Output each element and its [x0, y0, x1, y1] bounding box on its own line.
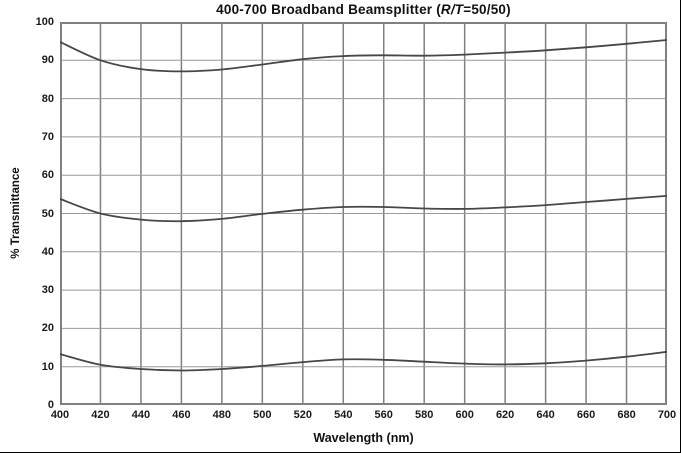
- x-tick-label: 540: [334, 409, 353, 421]
- chart-title: 400-700 Broadband Beamsplitter (R/T=50/5…: [60, 2, 667, 17]
- chart-title-suffix: =50/50): [463, 2, 511, 17]
- x-tick-label: 400: [50, 409, 70, 421]
- x-tick-label: 620: [495, 409, 515, 421]
- plot-area: [60, 22, 667, 405]
- chart-title-prefix: 400-700 Broadband Beamsplitter (: [216, 2, 441, 17]
- lower-curve: [60, 350, 667, 372]
- x-tick-label: 700: [657, 409, 677, 421]
- x-tick-label: 640: [536, 409, 555, 421]
- x-tick-label: 420: [91, 409, 110, 421]
- x-axis-title: Wavelength (nm): [313, 431, 414, 445]
- y-tick-label: 80: [41, 92, 54, 105]
- y-tick-label: 0: [47, 399, 54, 411]
- x-tick-label: 480: [212, 409, 232, 421]
- x-tick-label: 580: [415, 409, 434, 421]
- y-tick-label: 10: [41, 360, 54, 373]
- x-tick-label: 560: [374, 409, 393, 421]
- x-tick-label: 520: [293, 409, 312, 421]
- x-tick-label: 440: [131, 409, 151, 421]
- y-tick-label: 60: [41, 169, 54, 182]
- x-tick-label: 500: [253, 409, 272, 421]
- upper-curve: [60, 39, 667, 73]
- y-tick-label: 90: [41, 54, 54, 67]
- x-tick-label: 460: [172, 409, 191, 421]
- y-tick-label: 40: [41, 245, 54, 258]
- y-tick-label: 100: [35, 16, 54, 28]
- y-tick-label: 20: [41, 322, 54, 335]
- x-tick-label: 600: [455, 409, 474, 421]
- chart-title-italic-rt: R/T: [440, 2, 464, 17]
- plot-border: [60, 22, 667, 405]
- x-tick-label: 660: [576, 409, 596, 421]
- x-tick-label: 680: [617, 409, 636, 421]
- y-tick-label: 50: [41, 207, 54, 220]
- y-tick-label: 70: [41, 130, 54, 143]
- middle-curve: [60, 195, 667, 223]
- y-tick-label: 30: [41, 284, 54, 297]
